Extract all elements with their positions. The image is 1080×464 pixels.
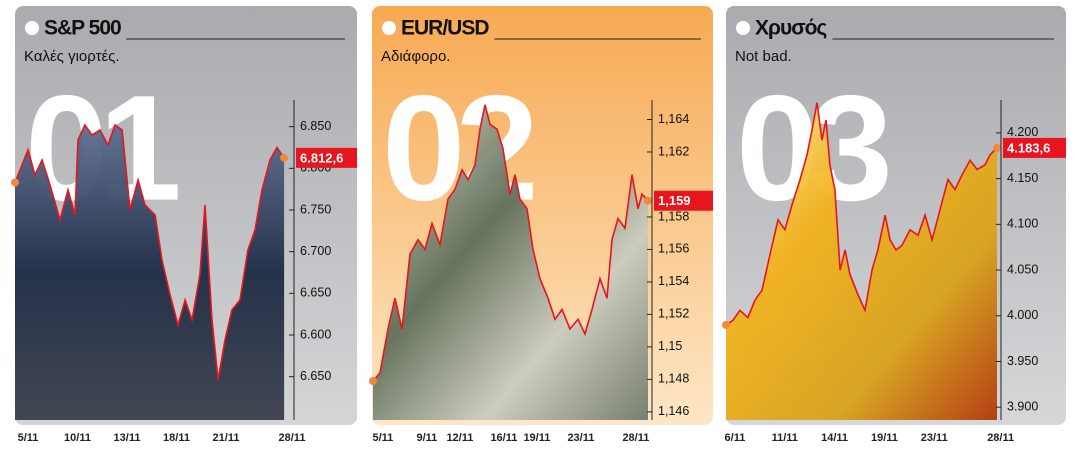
start-dot — [369, 377, 377, 386]
x-tick-label: 9/11 — [416, 432, 437, 444]
y-tick-label: 6.850 — [300, 119, 331, 133]
line — [372, 104, 649, 382]
y-tick-label: 1,162 — [658, 144, 689, 158]
x-tick-label: 28/11 — [622, 432, 649, 444]
y-tick-label: 4.150 — [1007, 171, 1038, 185]
y-tick-label: 6.650 — [300, 369, 331, 383]
area — [373, 104, 648, 421]
x-tick-label: 6/11 — [725, 432, 746, 444]
panel-subtitle: Not bad. — [735, 48, 792, 65]
end-dot — [993, 143, 1001, 152]
y-tick-label: 1,148 — [658, 372, 689, 386]
y-tick-label: 1,158 — [658, 209, 689, 223]
title-bullet — [736, 21, 750, 35]
x-tick-label: 13/11 — [114, 432, 141, 444]
start-dot — [11, 178, 19, 187]
y-tick-label: 6.700 — [300, 244, 331, 258]
x-tick-label: 11/11 — [772, 432, 798, 444]
x-tick-label: 5/11 — [372, 432, 393, 444]
start-dot — [722, 320, 730, 329]
y-tick-label: 4.000 — [1007, 308, 1038, 322]
title-bullet — [382, 21, 396, 35]
y-tick-label: 1,164 — [658, 112, 689, 126]
end-dot — [280, 153, 289, 162]
x-tick-label: 21/11 — [213, 432, 240, 444]
x-tick-label: 10/11 — [64, 432, 91, 444]
panel-title: EUR/USD — [401, 17, 489, 40]
y-tick-label: 1,146 — [658, 404, 689, 418]
end-label: 4.183,6 — [1007, 140, 1050, 155]
x-tick-label: 12/11 — [446, 432, 473, 444]
y-tick-label: 1,15 — [658, 339, 682, 353]
y-tick-label: 1,152 — [658, 307, 689, 321]
end-label-box — [1003, 137, 1066, 158]
y-tick-label: 4.050 — [1007, 262, 1038, 276]
y-tick-label: 1,156 — [658, 242, 689, 256]
x-tick-label: 18/11 — [163, 432, 190, 444]
end-label-box — [654, 190, 713, 211]
panel-subtitle: Αδιάφορο. — [381, 48, 450, 65]
panel-subtitle: Καλές γιορτές. — [24, 48, 120, 65]
y-tick-label: 4.200 — [1007, 125, 1038, 139]
y-tick-label: 4.100 — [1007, 217, 1038, 231]
line — [14, 123, 285, 381]
x-tick-label: 28/11 — [279, 432, 306, 444]
x-tick-label: 16/11 — [490, 432, 517, 444]
y-tick-label: 6.750 — [300, 202, 331, 216]
x-tick-label: 14/11 — [821, 432, 848, 444]
end-label-box — [296, 147, 357, 168]
y-tick-label: 6.650 — [300, 286, 331, 300]
y-tick-label: 1,154 — [658, 274, 689, 288]
y-tick-label: 6.600 — [300, 327, 331, 341]
end-dot — [644, 196, 652, 205]
x-tick-label: 23/11 — [921, 432, 948, 444]
x-tick-label: 23/11 — [567, 432, 594, 444]
x-tick-label: 19/11 — [871, 432, 898, 444]
line — [725, 102, 998, 326]
y-tick-label: 3.900 — [1007, 399, 1038, 413]
panel-title: S&P 500 — [44, 17, 121, 40]
area — [15, 125, 285, 420]
title-bullet — [25, 21, 39, 35]
panel-title: Χρυσός — [755, 17, 827, 40]
x-tick-label: 19/11 — [523, 432, 550, 444]
x-tick-label: 5/11 — [18, 432, 39, 444]
end-label: 6.812,6 — [300, 150, 343, 165]
end-label: 1,159 — [658, 193, 691, 208]
x-tick-label: 28/11 — [987, 432, 1014, 444]
y-tick-label: 3.950 — [1007, 354, 1038, 368]
area — [726, 102, 997, 420]
